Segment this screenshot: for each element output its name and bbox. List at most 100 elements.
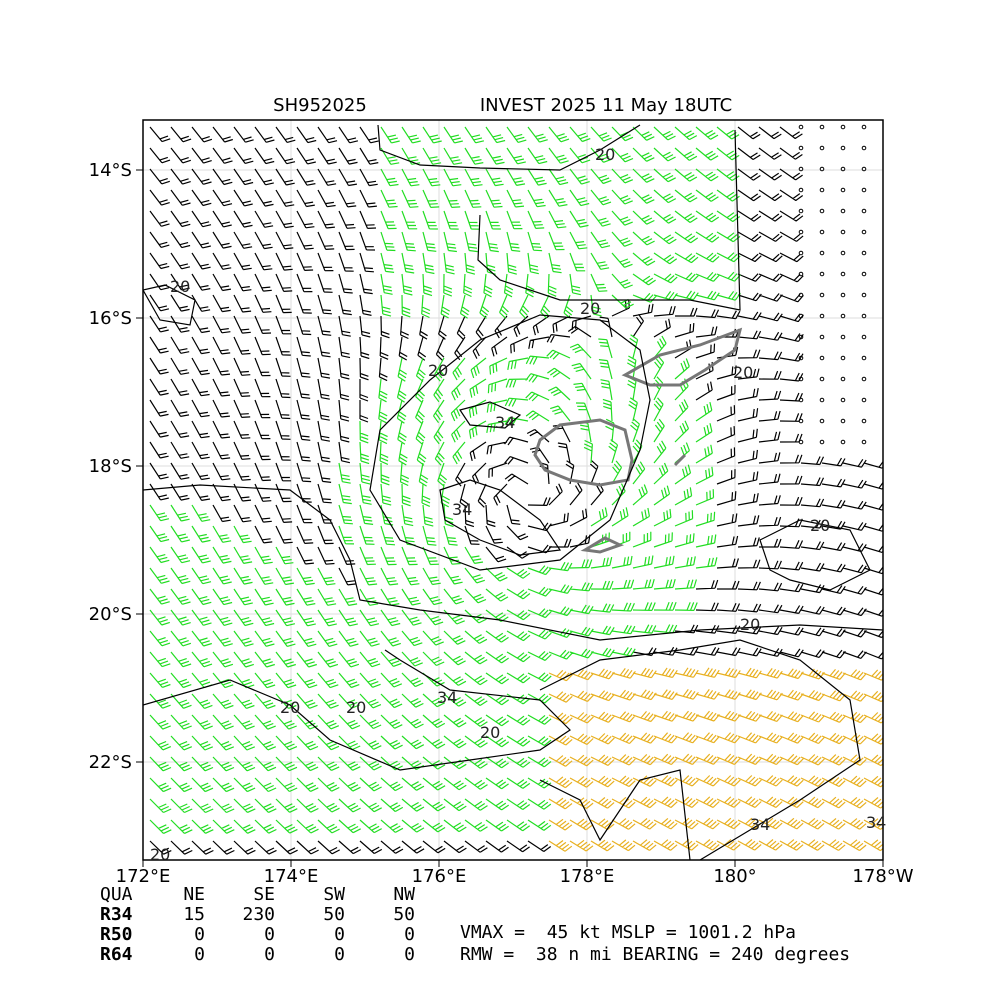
- calm-dot: [819, 313, 825, 319]
- calm-dot: [861, 229, 867, 235]
- calm-dot: [840, 397, 846, 403]
- table-header: SW: [323, 884, 345, 905]
- table-cell: 0: [404, 924, 415, 945]
- contour-label: 34: [452, 500, 472, 519]
- calm-dot: [798, 334, 804, 340]
- table-cell: 50: [323, 904, 345, 925]
- contour: [369, 314, 651, 571]
- table-cell: R64: [100, 944, 133, 965]
- lat-label: 16°S: [89, 308, 132, 329]
- calm-dot: [819, 292, 825, 298]
- calm-dot: [819, 271, 825, 277]
- calm-dot: [861, 145, 867, 151]
- table-header: NW: [393, 884, 415, 905]
- calm-dot: [798, 292, 804, 298]
- wind-field: [149, 124, 883, 855]
- contour: [759, 519, 871, 591]
- calm-dot: [819, 418, 825, 424]
- island: [621, 327, 743, 387]
- contour: [477, 129, 741, 311]
- calm-dot: [840, 208, 846, 214]
- calm-dot: [861, 292, 867, 298]
- contour-label: 34: [495, 413, 515, 432]
- calm-dot: [840, 313, 846, 319]
- calm-dot: [861, 334, 867, 340]
- calm-dot: [798, 271, 804, 277]
- calm-dot: [798, 376, 804, 382]
- lon-label: 178°E: [560, 866, 615, 887]
- map-frame: [142, 119, 884, 861]
- contour-label: 20: [595, 145, 615, 164]
- calm-dot: [861, 418, 867, 424]
- contour-label: 34: [750, 815, 770, 834]
- calm-dot: [819, 397, 825, 403]
- calm-dot: [840, 271, 846, 277]
- calm-dot: [798, 124, 804, 130]
- contour: [377, 124, 641, 171]
- contour: [539, 639, 861, 860]
- contour-label: 20: [346, 698, 366, 717]
- calm-dot: [819, 229, 825, 235]
- calm-dot: [840, 439, 846, 445]
- contours: [143, 124, 883, 860]
- calm-dot: [861, 397, 867, 403]
- calm-dot: [861, 250, 867, 256]
- calm-dot: [840, 145, 846, 151]
- calm-dot: [861, 124, 867, 130]
- calm-dot: [861, 355, 867, 361]
- calm-dot: [840, 334, 846, 340]
- table-header: SE: [253, 884, 275, 905]
- calm-dot: [798, 166, 804, 172]
- lon-labels: 172°E 174°E 176°E 178°E 180° 178°W: [116, 860, 914, 887]
- table-cell: 50: [393, 904, 415, 925]
- calm-dot: [861, 439, 867, 445]
- wind-barbs: [149, 126, 741, 834]
- table-cell: 230: [242, 904, 275, 925]
- island: [533, 418, 634, 487]
- calm-dot: [798, 355, 804, 361]
- contour-label: 20: [740, 615, 760, 634]
- contour-label: 20: [733, 363, 753, 382]
- calm-dot: [798, 418, 804, 424]
- contour-label: 20: [480, 723, 500, 742]
- contour-labels: 20 20 20 20 20 20 20 20 20 20 20 34 34 3…: [150, 145, 886, 864]
- calm-dot: [861, 376, 867, 382]
- calm-dot: [819, 166, 825, 172]
- calm-dot: [840, 229, 846, 235]
- table-header: NE: [183, 884, 205, 905]
- calm-dot: [840, 124, 846, 130]
- calm-dot: [798, 397, 804, 403]
- calm-dot: [798, 250, 804, 256]
- calm-dot: [819, 187, 825, 193]
- table-cell: 0: [264, 944, 275, 965]
- calm-dot: [819, 334, 825, 340]
- calm-dot: [798, 208, 804, 214]
- lon-label: 180°: [713, 866, 756, 887]
- table-cell: 0: [334, 924, 345, 945]
- calm-dot: [840, 418, 846, 424]
- graticule: [143, 120, 883, 860]
- contour-label: 34: [866, 813, 886, 832]
- island: [673, 453, 687, 467]
- contour: [143, 649, 571, 771]
- calm-dot: [798, 187, 804, 193]
- lon-label: 174°E: [264, 866, 319, 887]
- calm-dot: [840, 166, 846, 172]
- wind-barbs: [149, 126, 883, 855]
- calm-dot: [861, 313, 867, 319]
- islands: [533, 327, 743, 554]
- storm-id: SH952025: [273, 95, 367, 116]
- contour-label: 20: [428, 361, 448, 380]
- table-cell: R34: [100, 904, 133, 925]
- contour: [459, 401, 522, 429]
- calm-dot: [798, 145, 804, 151]
- calm-dot: [819, 439, 825, 445]
- table-cell: 0: [194, 944, 205, 965]
- table-cell: 0: [404, 944, 415, 965]
- calm-dot: [819, 124, 825, 130]
- rmw-summary: RMW = 38 n mi BEARING = 240 degrees: [460, 944, 850, 965]
- contour-label: 20: [280, 698, 300, 717]
- lat-label: 18°S: [89, 456, 132, 477]
